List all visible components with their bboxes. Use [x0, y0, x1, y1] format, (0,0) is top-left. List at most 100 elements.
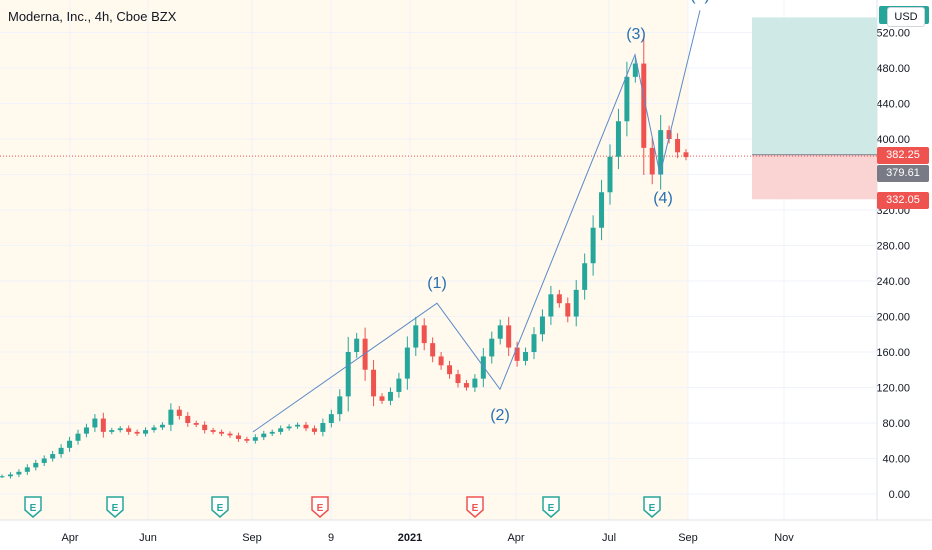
candle-body [345, 352, 351, 397]
candle-body [75, 433, 81, 441]
candle-body [404, 347, 410, 379]
x-tick-label: 9 [328, 532, 334, 544]
candle-body [590, 227, 596, 264]
candle-body [50, 454, 56, 459]
earnings-marker-label: E [649, 503, 656, 514]
y-tick-label: 520.00 [876, 28, 910, 40]
candle-body [41, 458, 47, 463]
candle-body [497, 325, 503, 339]
wave-label: (2) [490, 407, 510, 424]
x-tick-label: Apr [61, 532, 78, 544]
candle-body [472, 378, 478, 388]
candle-body [227, 433, 233, 436]
y-tick-label: 40.00 [882, 454, 910, 466]
candle-body [447, 365, 453, 375]
candle-body [278, 428, 284, 432]
candle-body [92, 418, 98, 428]
earnings-marker-label: E [30, 503, 37, 514]
candle-body [176, 409, 182, 416]
candle-body [531, 334, 537, 352]
y-tick-label: 0.00 [889, 489, 910, 501]
earnings-marker: E [466, 496, 484, 518]
y-tick-label: 240.00 [876, 276, 910, 288]
candle-body [0, 476, 5, 478]
y-tick-label: 80.00 [882, 418, 910, 430]
candle-body [565, 303, 571, 317]
candle-body [632, 63, 638, 77]
candle-body [67, 440, 73, 448]
earnings-marker: E [311, 496, 329, 518]
earnings-marker-shape [466, 496, 484, 518]
candle-body [463, 383, 469, 388]
candle-body [539, 316, 545, 335]
candle-body [362, 338, 368, 370]
earnings-marker: E [106, 496, 124, 518]
earnings-marker-label: E [112, 503, 119, 514]
candle-body [337, 396, 343, 415]
candle-body [615, 121, 621, 157]
earnings-marker-label: E [317, 503, 324, 514]
wave-label: (1) [427, 275, 447, 292]
candle-body [58, 447, 64, 455]
candle-body [607, 156, 613, 193]
candle-body [371, 369, 377, 397]
earnings-marker-shape [643, 496, 661, 518]
candle-body [33, 462, 39, 468]
candle-body [261, 433, 267, 438]
earnings-marker-label: E [217, 503, 224, 514]
candle-body [295, 424, 301, 427]
x-tick-label: 2021 [398, 532, 422, 544]
candle-body [548, 294, 554, 317]
y-tick-label: 400.00 [876, 134, 910, 146]
candle-body [599, 192, 605, 228]
earnings-marker-label: E [472, 503, 479, 514]
earnings-marker: E [542, 496, 560, 518]
candle-body [320, 423, 326, 432]
candle-body [675, 139, 681, 153]
earnings-marker-shape [311, 496, 329, 518]
earnings-marker-shape [542, 496, 560, 518]
y-tick-label: 200.00 [876, 312, 910, 324]
candle-body [235, 435, 241, 439]
candle-body [387, 391, 393, 401]
candle-body [151, 427, 157, 431]
candle-body [523, 352, 529, 361]
candle-body [514, 347, 520, 361]
candle-body [455, 374, 461, 384]
candle-body [117, 428, 123, 431]
candle-body [683, 152, 689, 158]
candle-body [480, 356, 486, 379]
wave-label: (3) [626, 26, 646, 43]
candle-body [430, 343, 436, 357]
session-background [0, 0, 688, 520]
earnings-marker: E [24, 496, 42, 518]
candle-body [396, 378, 402, 392]
earnings-marker: E [211, 496, 229, 518]
candle-body [354, 338, 360, 352]
candle-body [641, 63, 647, 148]
y-tick-label: 440.00 [876, 99, 910, 111]
candle-body [126, 428, 132, 432]
upper-price-label: 382.25 [877, 147, 929, 164]
candle-body [379, 396, 385, 401]
candle-body [168, 409, 174, 425]
candle-body [143, 430, 149, 434]
candle-body [244, 438, 250, 441]
earnings-marker-shape [211, 496, 229, 518]
earnings-marker-label: E [548, 503, 555, 514]
candle-body [24, 467, 30, 472]
y-tick-label: 160.00 [876, 347, 910, 359]
y-tick-label: 480.00 [876, 63, 910, 75]
candle-body [100, 418, 106, 432]
x-tick-label: Jun [139, 532, 157, 544]
candle-body [658, 130, 664, 175]
currency-button[interactable]: USD [887, 7, 925, 27]
candle-body [83, 427, 89, 434]
earnings-marker-shape [106, 496, 124, 518]
x-tick-label: Nov [774, 532, 794, 544]
wave-label: (4) [653, 190, 673, 207]
earnings-marker-shape [24, 496, 42, 518]
elliott-wave-line [252, 10, 701, 433]
candle-body [556, 294, 562, 304]
